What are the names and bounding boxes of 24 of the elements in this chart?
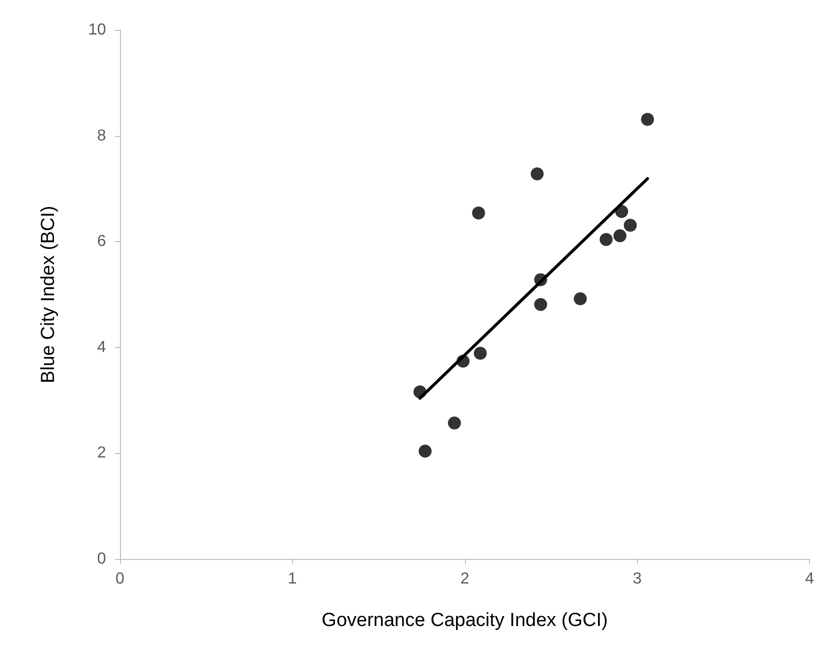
x-tick-label: 0: [116, 570, 125, 588]
x-tick-label: 4: [805, 570, 814, 588]
y-tick-label: 8: [97, 127, 106, 144]
point: [613, 229, 626, 242]
x-tick-label: 2: [460, 570, 470, 588]
x-tick-label: 1: [288, 570, 297, 588]
y-tick-label: 4: [97, 338, 106, 356]
y-tick-label: 10: [88, 22, 106, 38]
point: [574, 292, 587, 306]
point: [472, 206, 486, 220]
point: [534, 298, 548, 312]
x-axis-title: Governance Capacity Index (GCI): [322, 610, 608, 631]
y-tick-label: 6: [97, 233, 106, 250]
point: [641, 112, 654, 126]
x-tick-label: 3: [632, 570, 642, 588]
y-tick-label: 2: [97, 444, 106, 462]
y-tick-label: 0: [97, 550, 106, 568]
point: [418, 444, 432, 458]
y-axis-title: Blue City Index (BCI): [38, 206, 59, 384]
point: [448, 416, 461, 430]
point: [530, 167, 544, 180]
point: [474, 346, 487, 360]
point: [624, 218, 637, 232]
point: [600, 232, 613, 246]
